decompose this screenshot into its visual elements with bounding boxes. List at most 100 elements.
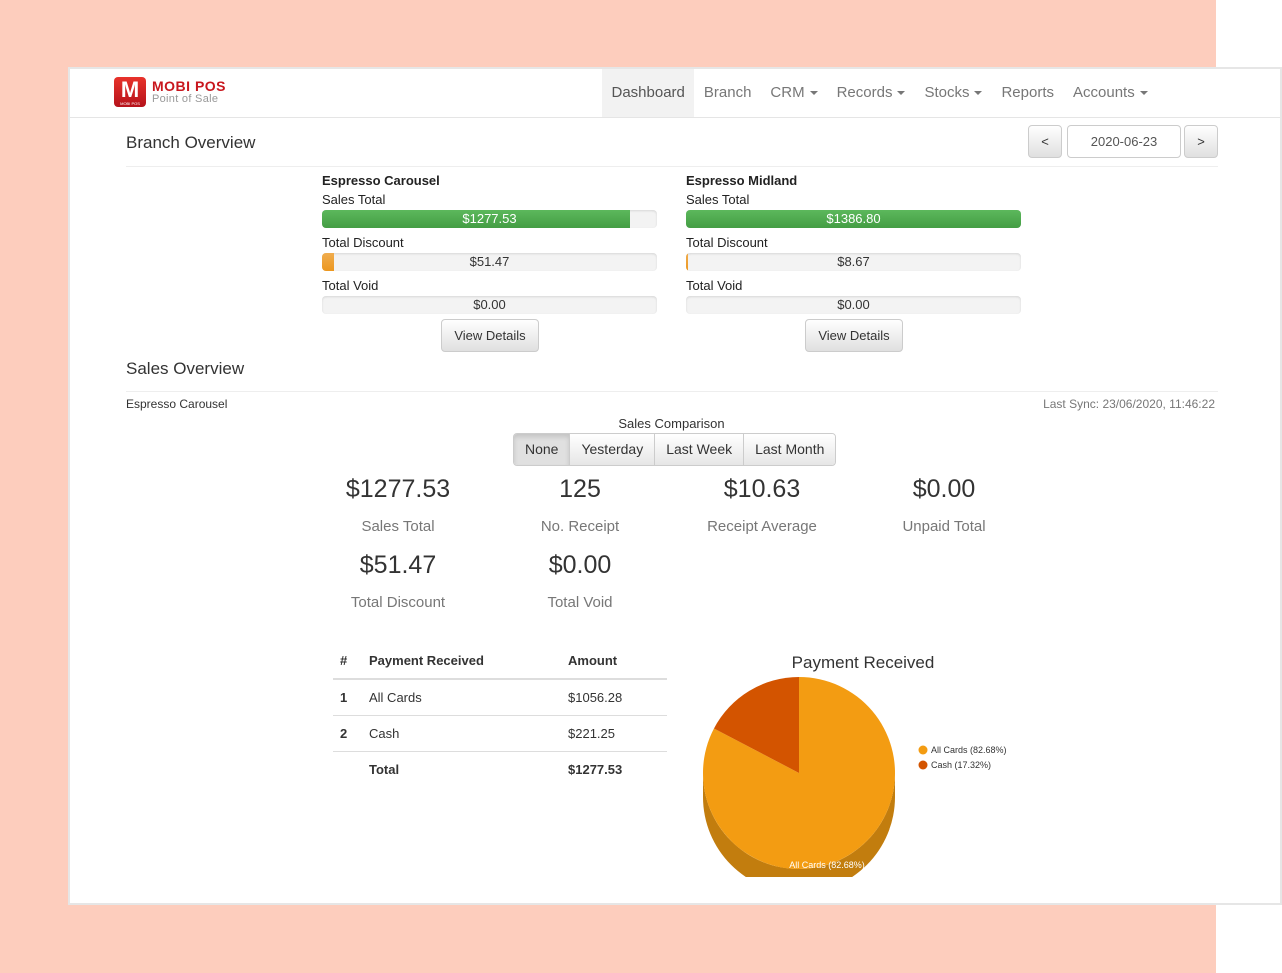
void-bar: $0.00 [686,296,1021,314]
view-details-button[interactable]: View Details [805,319,903,352]
sales-total-bar: $1386.80 [686,210,1021,228]
caret-down-icon [809,91,818,96]
nav-records-label: Records [836,84,893,101]
stat-sales-total: $1277.53 Sales Total [308,475,488,535]
divider [126,391,1218,392]
stat-total-void: $0.00 Total Void [490,551,670,611]
app-logo[interactable]: M MOBI POS MOBI POS Point of Sale [114,77,234,109]
app-window: M MOBI POS MOBI POS Point of Sale Dashbo… [68,67,1282,905]
payment-pie-svg: Payment Received All Cards (82.68%) All Ca… [703,653,1007,893]
nav-stocks[interactable]: Stocks [915,69,992,117]
payment-chart: Payment Received All Cards (82.68%) All Ca… [688,647,1038,893]
selected-branch-name: Espresso Carousel [126,397,228,411]
stat-label: Receipt Average [707,518,817,535]
table-header: # Payment Received Amount [333,647,667,680]
sales-total-value: $1277.53 [462,211,517,226]
legend-label: All Cards (82.68%) [931,745,1007,755]
row-number: 1 [340,690,348,705]
stat-value: $1277.53 [345,475,451,503]
date-field[interactable]: 2020-06-23 [1067,125,1181,158]
stat-label: Sales Total [361,518,435,535]
app-subtitle: Point of Sale [152,93,219,105]
sales-comparison-label: Sales Comparison [618,416,725,431]
legend-item[interactable]: All Cards (82.68%) [918,745,1007,755]
stat-receipt-average: $10.63 Receipt Average [672,475,852,535]
comparison-last-month-button[interactable]: Last Month [744,434,836,465]
table-total-row: Total $1277.53 [333,752,667,787]
pie-side [703,773,895,893]
row-method: Cash [369,726,400,741]
void-label: Total Void [322,278,379,293]
row-method: All Cards [369,690,422,705]
nav-crm-label: CRM [770,84,805,101]
comparison-last-week-button[interactable]: Last Week [655,434,745,465]
void-value: $0.00 [837,297,870,312]
legend-item[interactable]: Cash (17.32%) [918,760,992,770]
sales-total-value: $1386.80 [826,211,881,226]
stat-label: Unpaid Total [902,518,986,535]
sales-total-fill [322,210,631,228]
sales-total-label: Sales Total [686,192,750,207]
void-bar: $0.00 [322,296,657,314]
stat-value: $10.63 [723,475,801,503]
header-payment: Payment Received [369,653,484,668]
void-value: $0.00 [473,297,506,312]
next-date-button[interactable]: > [1184,125,1218,158]
prev-date-button[interactable]: < [1028,125,1062,158]
stat-unpaid-total: $0.00 Unpaid Total [854,475,1034,535]
legend-swatch [918,745,928,755]
pie-slice[interactable] [713,677,799,773]
nav-accounts[interactable]: Accounts [1064,69,1158,117]
stat-label: Total Discount [350,594,446,611]
branch-card: Espresso Midland Sales Total $1386.80 To… [686,173,1022,353]
view-details-button[interactable]: View Details [441,319,539,352]
sales-total-bar: $1277.53 [322,210,657,228]
comparison-yesterday-button[interactable]: Yesterday [570,434,656,465]
nav-branch-label: Branch [703,84,752,101]
nav-dashboard-label: Dashboard [611,84,685,101]
comparison-none-button[interactable]: None [514,434,571,465]
stat-value: $51.47 [359,551,437,579]
discount-value: $51.47 [469,254,510,269]
stat-label: No. Receipt [540,518,620,535]
branch-name: Espresso Carousel [322,173,440,188]
legend-swatch [918,760,928,770]
row-amount: $1056.28 [568,690,623,705]
header-amount: Amount [568,653,618,668]
table-row: 2 Cash $221.25 [333,716,667,752]
void-label: Total Void [686,278,743,293]
stat-receipts: 125 No. Receipt [490,475,670,535]
row-amount: $221.25 [568,726,615,741]
nav-crm[interactable]: CRM [761,69,827,117]
discount-label: Total Discount [686,235,768,250]
table-row: 1 All Cards $1056.28 [333,680,667,716]
pie-slice-label: All Cards (82.68%) [789,860,865,870]
branch-overview-title: Branch Overview [126,133,256,152]
comparison-button-group: None Yesterday Last Week Last Month [513,433,837,466]
discount-fill [322,253,335,271]
navbar: M MOBI POS MOBI POS Point of Sale Dashbo… [70,69,1280,118]
stat-value: 125 [559,475,601,503]
main-nav: Dashboard Branch CRM Records Stocks Repo… [602,69,1157,117]
caret-down-icon [974,91,983,96]
discount-bar: $8.67 [686,253,1021,271]
nav-branch[interactable]: Branch [694,69,761,117]
nav-reports[interactable]: Reports [992,69,1064,117]
nav-reports-label: Reports [1001,84,1054,101]
discount-fill [686,253,688,271]
nav-records[interactable]: Records [827,69,915,117]
payment-table: # Payment Received Amount 1 All Cards $1… [333,647,667,787]
chart-title: Payment Received [792,653,935,672]
stat-value: $0.00 [548,551,612,579]
nav-dashboard[interactable]: Dashboard [602,69,695,117]
app-title: MOBI POS [152,78,227,94]
logo-badge-text: MOBI POS [120,101,140,106]
caret-down-icon [897,91,906,96]
logo-letter: M [120,77,140,102]
discount-label: Total Discount [322,235,404,250]
caret-down-icon [1139,91,1148,96]
discount-value: $8.67 [837,254,870,269]
nav-accounts-label: Accounts [1073,84,1135,101]
last-sync-text: Last Sync: 23/06/2020, 11:46:22 [1043,397,1215,411]
logo-badge: M MOBI POS [114,77,146,107]
